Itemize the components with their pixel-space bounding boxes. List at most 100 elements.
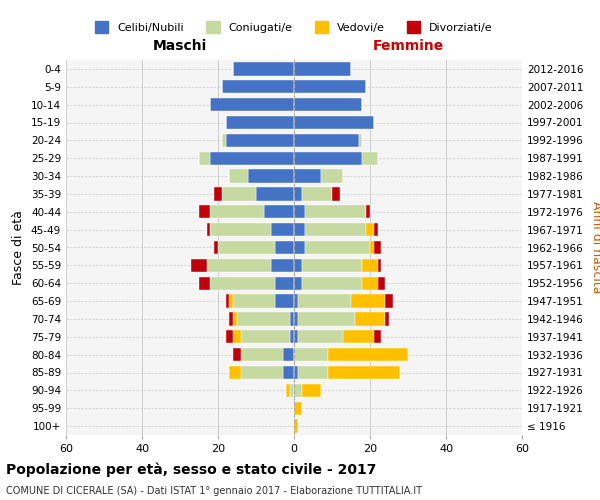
Bar bbox=[294, 134, 359, 147]
Bar bbox=[214, 241, 218, 254]
Bar bbox=[320, 170, 343, 183]
Bar bbox=[305, 205, 366, 218]
Bar bbox=[305, 223, 366, 236]
Legend: Celibi/Nubili, Coniugati/e, Vedovi/e, Divorziati/e: Celibi/Nubili, Coniugati/e, Vedovi/e, Di… bbox=[91, 17, 497, 37]
Text: Femmine: Femmine bbox=[373, 39, 443, 53]
Bar bbox=[366, 205, 370, 218]
Bar bbox=[294, 258, 302, 272]
Y-axis label: Anni di nascita: Anni di nascita bbox=[590, 201, 600, 294]
Bar bbox=[328, 366, 400, 379]
Bar bbox=[275, 241, 294, 254]
Bar bbox=[294, 366, 298, 379]
Bar bbox=[199, 205, 211, 218]
Bar bbox=[218, 241, 275, 254]
Bar bbox=[248, 170, 294, 183]
Bar bbox=[298, 312, 355, 326]
Bar bbox=[294, 330, 298, 344]
Bar bbox=[275, 276, 294, 290]
Bar bbox=[214, 187, 222, 200]
Bar bbox=[211, 98, 294, 112]
Bar bbox=[294, 223, 305, 236]
Bar bbox=[271, 258, 294, 272]
Bar bbox=[211, 205, 263, 218]
Text: Maschi: Maschi bbox=[153, 39, 207, 53]
Bar bbox=[233, 312, 237, 326]
Text: COMUNE DI CICERALE (SA) - Dati ISTAT 1° gennaio 2017 - Elaborazione TUTTITALIA.I: COMUNE DI CICERALE (SA) - Dati ISTAT 1° … bbox=[6, 486, 422, 496]
Bar bbox=[328, 348, 408, 362]
Bar bbox=[359, 134, 362, 147]
Bar bbox=[374, 223, 377, 236]
Bar bbox=[241, 348, 283, 362]
Bar bbox=[362, 152, 377, 165]
Bar bbox=[229, 170, 248, 183]
Bar bbox=[302, 384, 320, 397]
Bar bbox=[294, 98, 362, 112]
Bar bbox=[211, 276, 275, 290]
Bar bbox=[355, 312, 385, 326]
Bar bbox=[385, 294, 393, 308]
Bar bbox=[294, 152, 362, 165]
Y-axis label: Fasce di età: Fasce di età bbox=[13, 210, 25, 285]
Bar bbox=[377, 276, 385, 290]
Bar bbox=[226, 116, 294, 129]
Bar bbox=[294, 276, 302, 290]
Bar bbox=[351, 294, 385, 308]
Bar bbox=[237, 312, 290, 326]
Bar bbox=[271, 223, 294, 236]
Bar bbox=[286, 384, 290, 397]
Bar bbox=[362, 258, 377, 272]
Bar bbox=[233, 294, 275, 308]
Bar bbox=[298, 330, 343, 344]
Bar bbox=[298, 294, 351, 308]
Bar bbox=[241, 330, 290, 344]
Bar bbox=[222, 80, 294, 94]
Bar bbox=[343, 330, 374, 344]
Bar bbox=[298, 366, 328, 379]
Bar bbox=[283, 348, 294, 362]
Bar bbox=[206, 223, 211, 236]
Bar bbox=[222, 134, 226, 147]
Bar bbox=[294, 294, 298, 308]
Bar bbox=[233, 330, 241, 344]
Bar bbox=[370, 241, 374, 254]
Bar bbox=[233, 62, 294, 76]
Bar bbox=[302, 258, 362, 272]
Bar bbox=[302, 276, 362, 290]
Bar bbox=[226, 294, 229, 308]
Bar bbox=[294, 116, 374, 129]
Bar bbox=[263, 205, 294, 218]
Bar bbox=[241, 366, 283, 379]
Bar bbox=[294, 402, 302, 415]
Bar bbox=[374, 330, 382, 344]
Bar bbox=[366, 223, 374, 236]
Bar bbox=[294, 384, 302, 397]
Bar bbox=[226, 330, 233, 344]
Bar bbox=[226, 134, 294, 147]
Bar bbox=[283, 366, 294, 379]
Bar bbox=[377, 258, 382, 272]
Bar bbox=[385, 312, 389, 326]
Bar bbox=[229, 294, 233, 308]
Bar bbox=[275, 294, 294, 308]
Bar bbox=[294, 348, 328, 362]
Bar bbox=[222, 187, 256, 200]
Bar bbox=[256, 187, 294, 200]
Bar bbox=[294, 205, 305, 218]
Bar bbox=[290, 384, 294, 397]
Bar bbox=[294, 187, 302, 200]
Bar bbox=[294, 170, 320, 183]
Bar bbox=[294, 241, 305, 254]
Bar bbox=[199, 152, 211, 165]
Bar bbox=[206, 258, 271, 272]
Bar bbox=[294, 62, 351, 76]
Bar bbox=[290, 330, 294, 344]
Bar bbox=[362, 276, 377, 290]
Bar bbox=[229, 312, 233, 326]
Bar bbox=[374, 241, 382, 254]
Bar bbox=[191, 258, 206, 272]
Bar bbox=[294, 420, 298, 433]
Bar bbox=[302, 187, 332, 200]
Bar bbox=[332, 187, 340, 200]
Bar bbox=[233, 348, 241, 362]
Bar bbox=[294, 80, 366, 94]
